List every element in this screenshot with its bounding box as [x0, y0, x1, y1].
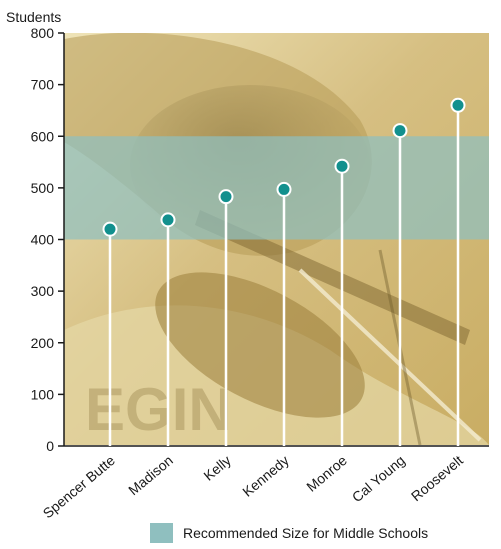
data-point	[218, 189, 234, 205]
y-tick-label: 100	[31, 386, 55, 402]
recommended-size-band	[64, 136, 489, 240]
x-category-label: Roosevelt	[408, 452, 466, 504]
markers	[102, 97, 466, 237]
x-category-label: Madison	[125, 452, 176, 498]
y-tick-label: 400	[31, 232, 55, 248]
x-labels: Spencer Butte Madison Kelly Kennedy MonroeCa…	[40, 452, 466, 521]
x-category-label: Kennedy	[239, 452, 292, 500]
y-tick-label: 300	[31, 283, 55, 299]
data-point	[276, 181, 292, 197]
y-axis-title: Students	[6, 9, 61, 25]
y-tick-label: 200	[31, 335, 55, 351]
y-tick-label: 800	[31, 25, 55, 41]
svg-text:EGIN: EGIN	[85, 376, 232, 443]
stems	[108, 105, 460, 446]
x-category-label: Cal Young	[349, 452, 408, 505]
x-category-label: Monroe	[303, 452, 350, 495]
data-point	[334, 158, 350, 174]
y-tick-label: 700	[31, 77, 55, 93]
data-point	[392, 123, 408, 139]
y-tick-label: 0	[46, 438, 54, 454]
y-tick-label: 600	[31, 128, 55, 144]
x-category-label: Kelly	[200, 452, 234, 484]
legend: Recommended Size for Middle Schools	[150, 523, 428, 543]
background-photo: EGIN	[64, 33, 489, 445]
y-ticks: 0 100 200 300 400 500 600 700 800	[31, 25, 64, 454]
data-point	[450, 97, 466, 113]
x-category-label: Spencer Butte	[40, 452, 118, 521]
data-point	[160, 212, 176, 228]
legend-swatch	[150, 523, 173, 543]
y-tick-label: 500	[31, 180, 55, 196]
legend-label: Recommended Size for Middle Schools	[183, 525, 428, 541]
data-point	[102, 221, 118, 237]
